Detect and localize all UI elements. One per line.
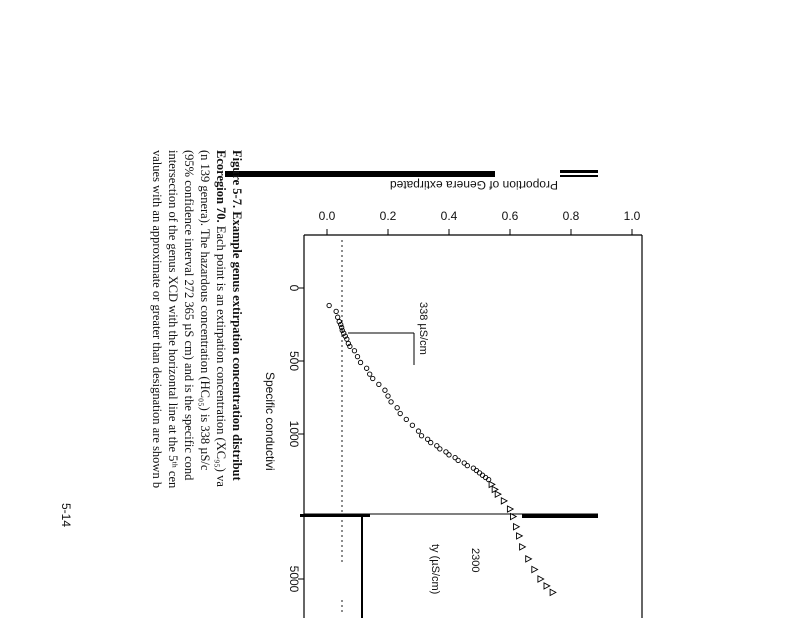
data-point-circle	[388, 399, 394, 405]
data-point-circle	[347, 343, 353, 350]
y-tick-label: 0.8	[563, 209, 580, 223]
data-point-circle	[354, 353, 361, 360]
data-point-triangle	[543, 582, 551, 590]
data-point-circle	[403, 416, 409, 423]
data-point-circle	[376, 381, 382, 388]
data-point-circle	[370, 375, 376, 382]
data-point-triangle	[519, 543, 527, 551]
data-point-circle	[409, 422, 416, 428]
data-point-circle	[333, 308, 339, 315]
y-tick-label: 1.0	[624, 209, 641, 223]
scan-bar-top-right	[560, 170, 598, 173]
data-point-circle	[338, 324, 345, 331]
data-point-triangle	[510, 512, 518, 521]
data-point-circle	[476, 470, 483, 476]
scan-bar-top	[225, 171, 495, 177]
x-tick-label: 1000	[287, 421, 301, 448]
data-point-circle	[342, 333, 348, 339]
data-point-triangle	[531, 565, 539, 574]
scan-bar-vertical	[361, 517, 363, 618]
y-axis-title: Proportion of Genera extirpated	[390, 178, 558, 192]
data-point-triangle	[516, 532, 524, 540]
data-point-triangle	[537, 575, 545, 583]
data-point-triangle	[494, 490, 502, 499]
data-point-circle	[351, 348, 358, 354]
scan-bar-top-right-2	[560, 175, 598, 177]
scan-bar-bottom-left	[300, 514, 370, 517]
data-point-circle	[485, 477, 492, 483]
data-point-circle	[428, 439, 434, 446]
data-point-circle	[452, 454, 458, 461]
caption-line-6: values with an approximate or greater th…	[150, 150, 164, 488]
data-point-circle	[479, 472, 486, 478]
data-point-circle	[357, 359, 364, 366]
data-point-circle	[335, 314, 341, 320]
data-point-circle	[434, 443, 440, 449]
x-axis-title: Specific conductivi	[263, 372, 277, 471]
data-point-circle	[326, 302, 332, 309]
y-tick-label: 0.4	[441, 209, 458, 223]
data-points	[326, 302, 557, 597]
data-point-circle	[446, 452, 452, 458]
x-tick-label: 0	[287, 285, 301, 292]
data-point-circle	[415, 428, 422, 434]
hc05-label: 338 µS/cm	[417, 302, 429, 355]
data-point-triangle	[549, 588, 557, 597]
x-tick-label: 5000	[287, 566, 301, 593]
data-point-circle	[424, 436, 431, 442]
y-tick-label: 0.6	[502, 209, 519, 223]
x-ticks: 0 500 1000 5000	[287, 285, 304, 593]
label-2300: 2300	[469, 548, 481, 572]
plot-area: 338 µS/cm 2300 ty (µS/cm) Specific condu…	[263, 234, 643, 618]
caption-line-3: (n 139 genera). The hazardous concentrat…	[198, 150, 212, 471]
data-point-circle	[418, 433, 425, 439]
data-point-triangle	[506, 505, 515, 513]
data-point-circle	[341, 330, 347, 336]
y-tick-label: 0.2	[380, 209, 397, 223]
figure-caption: Figure 5-7. Example genus extirpation co…	[150, 150, 244, 489]
data-point-circle	[461, 460, 467, 466]
page-number: 5-14	[59, 503, 73, 527]
data-point-circle	[437, 446, 443, 452]
data-point-circle	[385, 393, 391, 399]
data-point-circle	[338, 321, 344, 328]
data-point-circle	[345, 340, 351, 347]
label-right-units: ty (µS/cm)	[429, 544, 441, 594]
data-point-circle	[367, 371, 373, 377]
caption-line-4: (95% confidence interval 272 365 µS cm) …	[182, 150, 196, 481]
data-point-circle	[464, 462, 470, 469]
y-tick-label: 0.0	[319, 209, 336, 223]
data-point-circle	[397, 410, 403, 417]
data-point-circle	[482, 474, 489, 481]
caption-line-2: Ecoregion 70. Each point is an extirpati…	[214, 150, 228, 487]
y-ticks: 0.0 0.2 0.4 0.6 0.8 1.0	[319, 209, 641, 235]
data-point-triangle	[525, 555, 533, 563]
data-point-circle	[443, 449, 449, 455]
data-point-circle	[382, 387, 388, 393]
caption-line-1: Figure 5-7. Example genus extirpation co…	[230, 150, 244, 482]
data-point-circle	[455, 457, 461, 464]
caption-line-5: intersection of the genus XCD with the h…	[166, 150, 180, 489]
x-tick-label: 500	[287, 351, 301, 371]
data-point-triangle	[500, 496, 509, 505]
data-point-circle	[336, 318, 342, 325]
scan-bar-bottom-right	[522, 514, 598, 518]
data-point-triangle	[513, 522, 521, 531]
data-point-circle	[344, 336, 350, 342]
data-point-circle	[363, 365, 370, 371]
data-point-circle	[394, 405, 400, 411]
data-point-circle	[473, 467, 480, 474]
data-point-circle	[339, 327, 345, 333]
